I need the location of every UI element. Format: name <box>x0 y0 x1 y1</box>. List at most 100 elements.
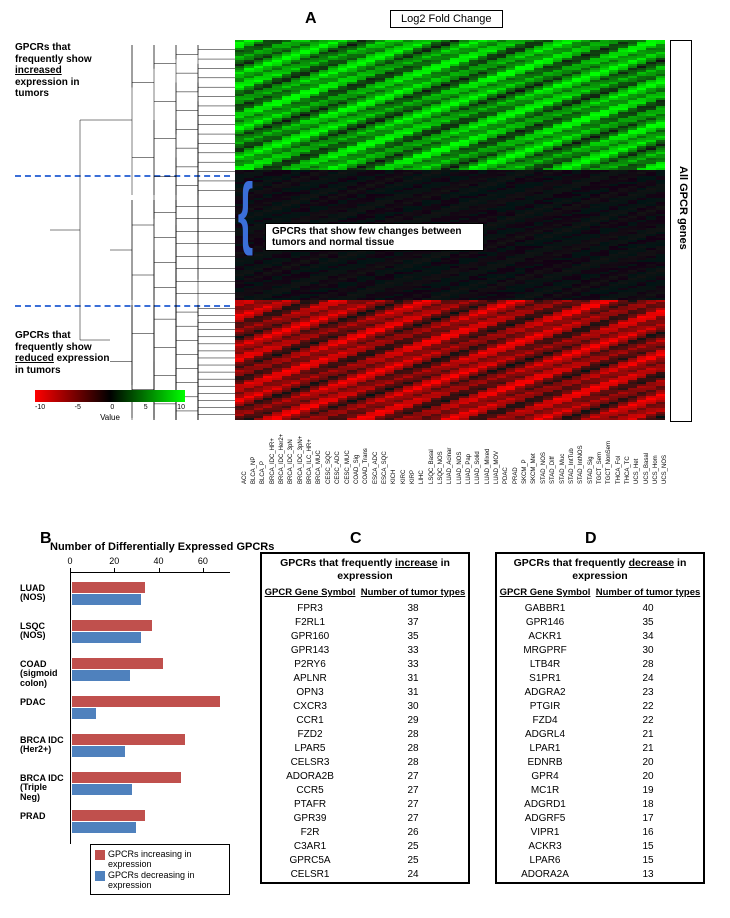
table-row: LTB4R28 <box>497 658 703 672</box>
bar-blue <box>72 822 136 833</box>
bar-category-label: PRAD <box>20 812 68 821</box>
x-label: COAD_Trans <box>363 448 369 484</box>
table-row: F2RL137 <box>262 616 468 630</box>
legend-swatch-blue <box>95 871 105 881</box>
table-d: GPCR Gene Symbol Number of tumor types G… <box>497 585 703 881</box>
x-label: THCA_TC <box>625 456 631 484</box>
x-label: STAD_Sig <box>588 456 594 484</box>
x-axis <box>70 572 230 573</box>
x-label: BLCA_P <box>260 461 266 484</box>
table-row: S1PR124 <box>497 672 703 686</box>
table-c-col1: GPCR Gene Symbol <box>262 585 358 601</box>
bar-blue <box>72 784 132 795</box>
bar-red <box>72 772 181 783</box>
table-row: GPRC5A25 <box>262 854 468 868</box>
x-label: UCS_NOS <box>662 455 668 484</box>
bar-blue <box>72 632 141 643</box>
figure: A Log2 Fold Change GPCRs that frequently… <box>10 10 720 500</box>
bar-category-label: COAD (sigmoid colon) <box>20 660 68 688</box>
table-row: GPR14333 <box>262 644 468 658</box>
x-label: BRCA_MUC <box>316 450 322 484</box>
x-label: CESC_ADC <box>335 451 341 484</box>
x-label: UCS_Basal <box>644 453 650 484</box>
table-row: LPAR615 <box>497 854 703 868</box>
x-label: TGCT_NonSem <box>606 441 612 484</box>
x-label: BLCA_NP <box>251 457 257 484</box>
bar-red <box>72 658 163 669</box>
table-row: P2RY633 <box>262 658 468 672</box>
x-label: LUAD_Mixed <box>485 449 491 484</box>
x-label: KICH <box>391 470 397 484</box>
bar-chart-title: Number of Differentially Expressed GPCRs <box>50 541 274 553</box>
x-label: STAD_Muc <box>560 454 566 484</box>
table-row: CXCR330 <box>262 700 468 714</box>
table-row: PTGIR22 <box>497 700 703 714</box>
bar-category-label: LSQC (NOS) <box>20 622 68 641</box>
panel-d-label: D <box>585 530 730 548</box>
bar-legend: GPCRs increasing in expression GPCRs dec… <box>90 844 230 895</box>
x-label: LUAD_Solid <box>475 451 481 484</box>
table-d-col1: GPCR Gene Symbol <box>497 585 593 601</box>
table-row: OPN331 <box>262 686 468 700</box>
table-row: FZD228 <box>262 728 468 742</box>
panel-c: C GPCRs that frequently increase in expr… <box>260 530 470 884</box>
bar-red <box>72 734 185 745</box>
panel-a-label: A <box>305 10 317 28</box>
table-row: C3AR125 <box>262 840 468 854</box>
legend-swatch-red <box>95 850 105 860</box>
x-label: TGCT_Sem <box>597 452 603 484</box>
table-c: GPCR Gene Symbol Number of tumor types F… <box>262 585 468 881</box>
x-label: SKCM_Met <box>531 453 537 484</box>
table-row: EDNRB20 <box>497 756 703 770</box>
legend-red-label: GPCRs increasing in expression <box>108 849 225 869</box>
x-label: LUAD_Acinar <box>447 448 453 484</box>
table-row: CELSR124 <box>262 868 468 882</box>
x-label: PDAC <box>503 467 509 484</box>
x-label: ESCA_SQC <box>382 451 388 484</box>
bar-blue <box>72 708 96 719</box>
panel-d: D GPCRs that frequently decrease in expr… <box>495 530 705 884</box>
x-label: BRCA_IDC_3pN+ <box>298 436 304 484</box>
bar-blue <box>72 746 125 757</box>
x-label: KIRC <box>401 470 407 484</box>
bar-red <box>72 696 220 707</box>
middle-callout: GPCRs that show few changes between tumo… <box>265 223 484 251</box>
x-label: BRCA_IDC_HR+ <box>270 438 276 484</box>
x-label: PRAD <box>513 467 519 484</box>
table-d-col2: Number of tumor types <box>593 585 703 601</box>
x-label: COAD_Sig <box>354 455 360 484</box>
table-row: F2R26 <box>262 826 468 840</box>
panel-c-title: GPCRs that frequently increase in expres… <box>262 554 468 585</box>
x-label: BRCA_ILC_HR+ <box>307 439 313 484</box>
x-label: LUAD_MOV <box>494 451 500 484</box>
table-row: GPR3927 <box>262 812 468 826</box>
table-row: FPR338 <box>262 602 468 616</box>
legend-blue-label: GPCRs decreasing in expression <box>108 870 225 890</box>
bar-category-label: BRCA IDC (Her2+) <box>20 736 68 755</box>
x-label: UCS_Hom <box>653 455 659 484</box>
table-row: ADGRD118 <box>497 798 703 812</box>
table-row: ADGRL421 <box>497 728 703 742</box>
table-row: CCR527 <box>262 784 468 798</box>
table-row: GPR420 <box>497 770 703 784</box>
x-label: LUAD_Pap <box>466 454 472 484</box>
panel-b: B Number of Differentially Expressed GPC… <box>10 530 240 910</box>
x-label: SKCM_P <box>522 459 528 484</box>
x-label: STAD_IntNOS <box>578 445 584 484</box>
y-axis <box>70 572 71 844</box>
x-label: BRCA_IDC_Her2+ <box>279 434 285 484</box>
table-row: ADGRF517 <box>497 812 703 826</box>
table-row: MC1R19 <box>497 784 703 798</box>
table-row: CELSR328 <box>262 756 468 770</box>
table-row: ADORA2B27 <box>262 770 468 784</box>
bar-red <box>72 582 145 593</box>
x-label: ACC <box>242 471 248 484</box>
bar-red <box>72 810 145 821</box>
table-row: ACKR315 <box>497 840 703 854</box>
x-label: CESC_MUC <box>345 450 351 484</box>
table-row: MRGPRF30 <box>497 644 703 658</box>
x-label: ESCA_ADC <box>373 452 379 484</box>
table-row: APLNR31 <box>262 672 468 686</box>
x-label: KIRP <box>410 470 416 484</box>
x-label: LUAD_NOS <box>457 452 463 484</box>
